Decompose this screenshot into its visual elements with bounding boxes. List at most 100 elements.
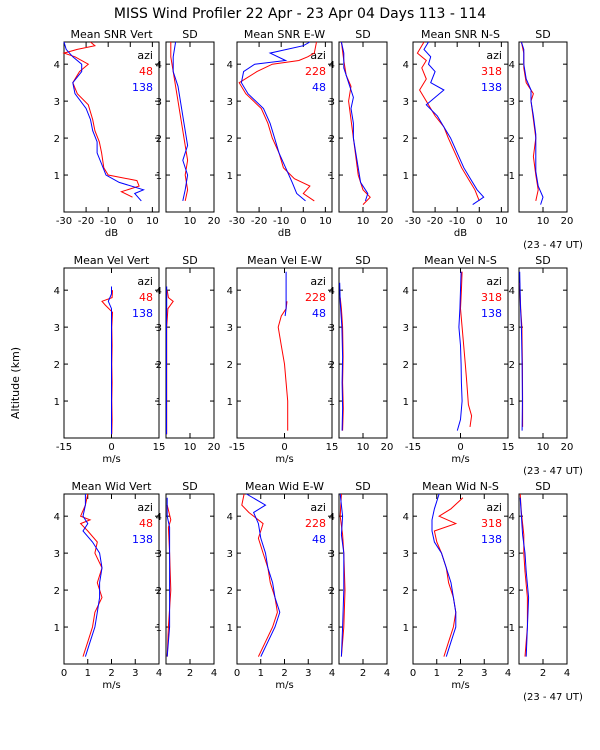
y-tick-label: 3 [509, 97, 515, 108]
y-tick-label: 1 [54, 171, 60, 182]
y-tick-label: 3 [509, 549, 515, 560]
y-tick-label: 3 [227, 323, 233, 334]
y-axis-label: Altitude (km) [9, 347, 22, 419]
y-tick-label: 1 [227, 171, 233, 182]
y-tick-label: 1 [403, 171, 409, 182]
legend-blue: 48 [312, 81, 326, 94]
x-axis-label: m/s [451, 454, 469, 465]
panel-wid-ew: Mean Wid E-W 1 2 3 4 0 1 2 3 4 m/s azi 228 48 [227, 480, 336, 691]
y-tick-label: 2 [403, 134, 409, 145]
panel-snr-vert: Mean SNR Vert 1 2 3 4 -30 -20 -10 0 10 dB azi 48 138 [54, 28, 160, 239]
series-318-red-line [433, 497, 464, 657]
panel-vel-vert: Mean Vel Vert 1 2 3 4 -15 0 15 m/s azi 48 138 [54, 254, 166, 465]
x-tick-label: 4 [384, 668, 390, 679]
x-axis-label: dB [105, 228, 118, 239]
y-tick-label: 4 [156, 286, 162, 297]
panel-snr-ns-sd: SD 1 2 3 4 10 20 [509, 28, 574, 227]
y-tick-label: 4 [403, 512, 409, 523]
series-138-blue-line [423, 41, 485, 206]
legend-head: azi [310, 501, 326, 514]
y-tick-label: 2 [227, 134, 233, 145]
x-tick-label: 10 [319, 216, 332, 227]
series-48-red-line [62, 41, 140, 198]
legend-head: azi [486, 49, 502, 62]
y-tick-label: 3 [509, 323, 515, 334]
y-tick-label: 3 [156, 549, 162, 560]
y-tick-label: 4 [156, 60, 162, 71]
y-tick-label: 2 [54, 586, 60, 597]
panel-title: SD [535, 480, 550, 493]
panel-frame [338, 267, 388, 439]
x-tick-label: 4 [505, 668, 511, 679]
y-tick-label: 4 [403, 60, 409, 71]
panel-wid-ew-sd: SD 1 2 3 4 2 4 [329, 480, 391, 679]
x-tick-label: 3 [132, 668, 138, 679]
panel-frame [165, 267, 215, 439]
panel-title: SD [355, 254, 370, 267]
x-tick-label: -10 [449, 216, 465, 227]
x-tick-label: -20 [427, 216, 443, 227]
x-tick-label: 2 [540, 668, 546, 679]
panel-vel-ns: Mean Vel N-S 1 2 3 4 -15 0 15 m/s azi 318 138 [403, 254, 515, 465]
x-tick-label: 3 [481, 668, 487, 679]
panel-title: Mean Vel N-S [424, 254, 497, 267]
y-tick-label: 1 [509, 623, 515, 634]
x-tick-label: 2 [360, 668, 366, 679]
panel-snr-vert-sd: SD 1 2 3 4 10 20 [156, 28, 221, 227]
series-48-red-line [101, 290, 114, 435]
x-tick-label: 20 [561, 216, 574, 227]
x-tick-label: 10 [184, 216, 197, 227]
legend-blue: 138 [132, 307, 153, 320]
panel-title: Mean Wid E-W [245, 480, 324, 493]
panel-frame [518, 267, 568, 439]
x-tick-label: -15 [56, 442, 72, 453]
series-138-blue-line [172, 41, 189, 202]
x-tick-label: 20 [208, 216, 221, 227]
series-138-blue-line [107, 286, 112, 435]
series-48-blue-line [340, 41, 369, 202]
x-tick-label: 1 [85, 668, 91, 679]
y-tick-label: 3 [156, 323, 162, 334]
panel-title: SD [535, 28, 550, 41]
y-tick-label: 2 [227, 360, 233, 371]
x-axis-label: m/s [275, 680, 293, 691]
legend-blue: 138 [481, 533, 502, 546]
x-tick-label: -20 [251, 216, 267, 227]
series-48-blue-line [284, 271, 287, 317]
x-axis-label: dB [278, 228, 291, 239]
y-tick-label: 2 [509, 134, 515, 145]
legend-red: 48 [139, 517, 153, 530]
y-tick-label: 1 [156, 171, 162, 182]
panel-frame [338, 493, 388, 665]
y-tick-label: 3 [329, 97, 335, 108]
legend-blue: 138 [481, 307, 502, 320]
panel-wid-vert: Mean Wid Vert 1 2 3 4 0 1 2 3 4 m/s azi 48 138 [54, 480, 163, 691]
x-tick-label: 4 [329, 668, 335, 679]
x-tick-label: -15 [229, 442, 245, 453]
series-48-red-line [79, 493, 103, 657]
x-tick-label: 4 [211, 668, 217, 679]
panel-vel-ew-sd: SD 1 2 3 4 10 20 [329, 254, 394, 453]
x-tick-label: 0 [61, 668, 67, 679]
y-tick-label: 3 [54, 549, 60, 560]
y-tick-label: 2 [156, 360, 162, 371]
y-tick-label: 2 [54, 360, 60, 371]
series-138-blue-line [166, 497, 171, 657]
y-tick-label: 1 [403, 623, 409, 634]
panel-title: SD [182, 480, 197, 493]
y-tick-label: 3 [329, 323, 335, 334]
panel-frame [236, 41, 333, 213]
series-48-red-line [166, 290, 174, 435]
y-tick-label: 3 [54, 323, 60, 334]
x-tick-label: 15 [326, 442, 339, 453]
legend-head: azi [137, 501, 153, 514]
y-tick-label: 4 [329, 60, 335, 71]
series-228-red-line [238, 41, 317, 202]
panel-snr-ns: Mean SNR N-S 1 2 3 4 -30 -20 -10 0 10 dB azi 318 138 [403, 28, 509, 239]
series-138-blue-line [519, 497, 530, 657]
legend-blue: 48 [312, 533, 326, 546]
x-tick-label: 10 [495, 216, 508, 227]
panel-frame [518, 41, 568, 213]
panel-snr-ew: Mean SNR E-W 1 2 3 4 -30 -20 -10 0 10 dB azi 228 48 [227, 28, 333, 239]
panel-title: Mean SNR E-W [244, 28, 325, 41]
